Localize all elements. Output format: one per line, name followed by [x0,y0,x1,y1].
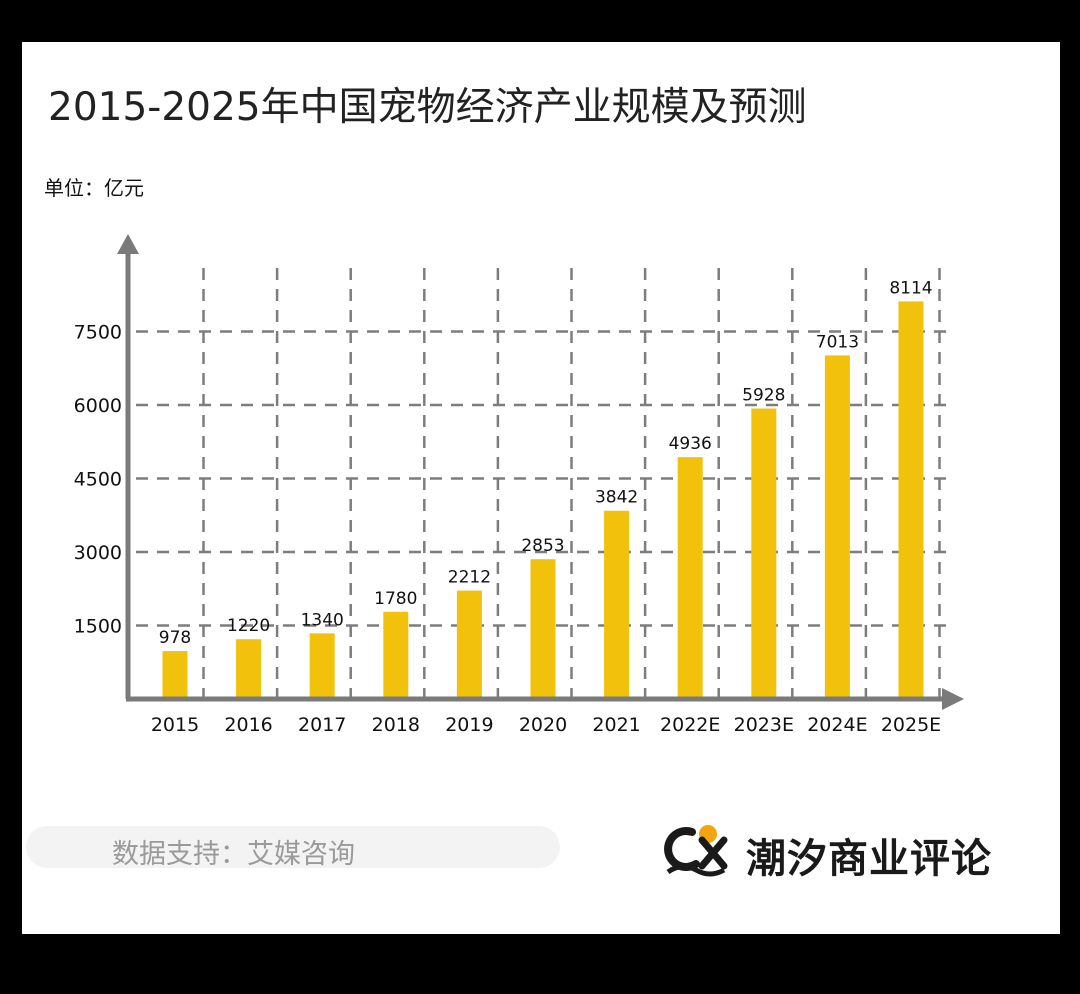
x-tick-label: 2025E [881,714,941,736]
bar [162,651,188,699]
bar [751,408,777,699]
y-tick-label: 1500 [74,616,122,638]
bar [456,590,482,699]
y-tick-label: 4500 [74,469,122,491]
x-tick-label: 2019 [445,714,493,736]
chart-title: 2015-2025年中国宠物经济产业规模及预测 [48,85,807,130]
x-tick-label: 2020 [519,714,567,736]
brand-mark-icon: CX [662,818,728,877]
data-label: 2853 [521,536,564,556]
brand-name: 潮汐商业评论 [746,836,992,882]
data-label: 8114 [889,278,932,298]
x-tick-label: 2015 [151,714,199,736]
x-tick-label: 2021 [592,714,640,736]
x-tick-label: 2017 [298,714,346,736]
data-label: 1340 [301,610,344,630]
x-tick-label: 2023E [734,714,794,736]
brand-logo: CX 潮汐商业评论 [662,818,1022,882]
bar [898,301,924,699]
data-label: 4936 [669,434,712,454]
bar [824,355,850,699]
chart-card: 2015-2025年中国宠物经济产业规模及预测 单位：亿元 1500 3000 45… [22,42,1060,934]
unit-label: 单位：亿元 [44,176,144,200]
bar [309,633,335,699]
bar [677,457,703,699]
x-axis-arrow-icon [942,688,964,710]
data-label: 5928 [742,386,785,406]
data-label: 1220 [227,616,270,636]
x-tick-label: 2018 [372,714,420,736]
brand-initials: CX [662,818,664,819]
data-label: 3842 [595,488,638,508]
y-tick-label: 7500 [74,322,122,344]
data-label: 1780 [374,589,417,609]
bar [383,611,409,699]
x-tick-label: 2024E [807,714,867,736]
x-tick-label: 2022E [660,714,720,736]
y-tick-label: 3000 [74,542,122,564]
y-axis-arrow-icon [117,234,139,254]
source-pill: 数据支持：艾媒咨询 [26,826,560,870]
source-text: 数据支持：艾媒咨询 [112,839,355,870]
bar-chart: 1500 3000 4500 6000 7500 978 2015 1220 2016 1340 2… [74,234,964,736]
bar [530,559,556,699]
bar [236,639,262,699]
x-tick-label: 2016 [224,714,272,736]
bar [604,510,630,699]
data-label: 978 [159,628,191,648]
data-label: 7013 [816,332,859,352]
data-label: 2212 [448,568,491,588]
y-tick-label: 6000 [74,395,122,417]
